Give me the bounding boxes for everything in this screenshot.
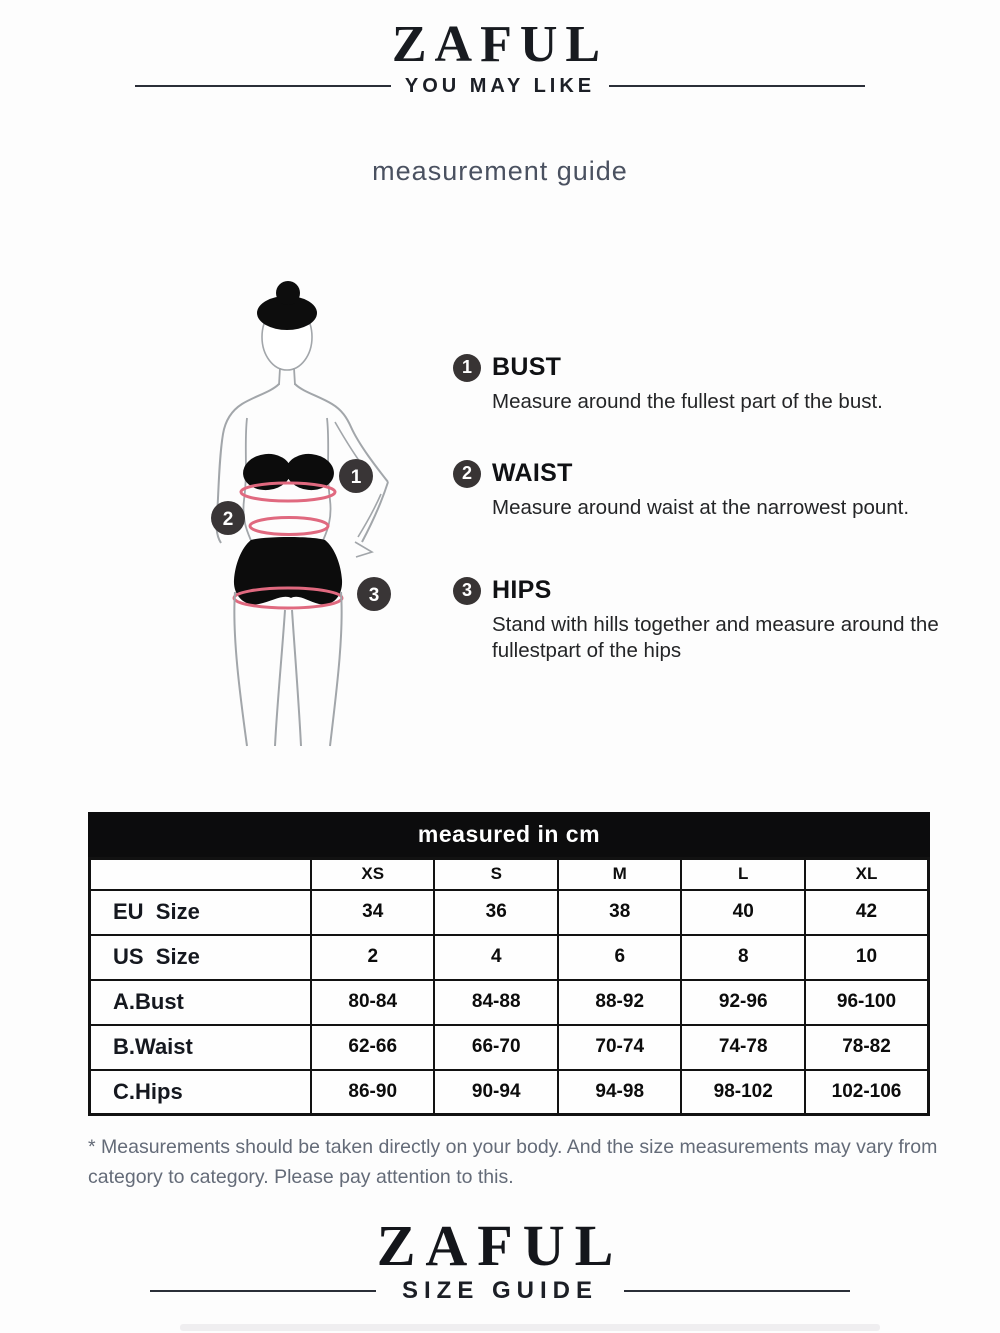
instruction-bust: 1 BUST Measure around the fullest part o… — [453, 353, 963, 415]
figure-hair-bun — [276, 281, 300, 305]
number-badge-1: 1 — [453, 353, 481, 382]
table-cell: 84-88 — [433, 978, 559, 1026]
table-row: B.Waist 62-66 66-70 70-74 74-78 78-82 — [88, 1023, 930, 1071]
column-header: S — [433, 857, 559, 891]
instruction-waist-head: 2 WAIST — [453, 459, 963, 488]
waist-marker: 2 — [211, 501, 245, 535]
size-table-section: measured in cm XS S M L XL EU Size 34 36 38 40 42… — [88, 812, 930, 1116]
corner-cell — [88, 857, 312, 891]
row-label: A.Bust — [88, 978, 312, 1026]
measurement-figure: 1 2 3 — [185, 280, 445, 750]
figure-torso-right — [320, 417, 332, 547]
instruction-bust-title: BUST — [492, 353, 562, 381]
column-header: L — [680, 857, 806, 891]
table-cell: 42 — [803, 888, 930, 936]
column-header: XL — [803, 857, 930, 891]
instruction-waist: 2 WAIST Measure around waist at the narr… — [453, 459, 963, 521]
figure-torso-left — [242, 417, 254, 547]
table-row: C.Hips 86-90 90-94 94-98 98-102 102-106 — [88, 1068, 930, 1116]
instruction-bust-head: 1 BUST — [453, 353, 963, 382]
figure-right-hand — [354, 541, 374, 558]
table-cell: 62-66 — [309, 1023, 436, 1071]
table-row: EU Size 34 36 38 40 42 — [88, 888, 930, 936]
waist-tape-line — [248, 516, 330, 536]
table-cell: 74-78 — [680, 1023, 806, 1071]
row-label: B.Waist — [88, 1023, 312, 1071]
hips-marker: 3 — [357, 577, 391, 611]
footer-tagline: SIZE GUIDE — [401, 1276, 599, 1304]
table-cell: 92-96 — [680, 978, 806, 1026]
brand-tagline: YOU MAY LIKE — [404, 74, 596, 97]
tagline-rule-left — [135, 85, 391, 88]
brand-tagline-row: YOU MAY LIKE — [135, 74, 866, 98]
table-cell: 66-70 — [433, 1023, 559, 1071]
row-label: EU Size — [88, 888, 312, 936]
instruction-waist-description: Measure around waist at the narrowest po… — [492, 496, 910, 519]
table-cell: 102-106 — [803, 1068, 930, 1116]
footer-brand: ZAFUL SIZE GUIDE — [0, 1213, 1000, 1305]
header-brand: ZAFUL YOU MAY LIKE — [0, 16, 1000, 98]
instruction-hips-title: HIPS — [492, 576, 552, 604]
figure-right-arm-upper — [294, 383, 389, 483]
column-header: XS — [309, 857, 436, 891]
size-table-body: EU Size 34 36 38 40 42 US Size 2 4 6 8 10 A.Bust 80-8… — [88, 888, 930, 1116]
table-cell: 70-74 — [556, 1023, 683, 1071]
footer-rule-left — [150, 1289, 376, 1292]
table-cell: 96-100 — [803, 978, 930, 1026]
instruction-hips-head: 3 HIPS — [453, 576, 963, 605]
instruction-waist-title: WAIST — [492, 459, 573, 487]
table-cell: 4 — [433, 933, 559, 981]
size-table-header-row: XS S M L XL — [88, 857, 930, 891]
table-cell: 86-90 — [309, 1068, 436, 1116]
table-cell: 90-94 — [433, 1068, 559, 1116]
table-cell: 2 — [309, 933, 436, 981]
figure-neck — [278, 367, 296, 386]
footer-rule-right — [624, 1289, 850, 1292]
footer-tagline-row: SIZE GUIDE — [150, 1277, 850, 1305]
figure-right-arm-lower — [361, 481, 389, 543]
footnote: * Measurements should be taken directly … — [88, 1136, 938, 1188]
table-cell: 38 — [556, 888, 683, 936]
figure-bikini-top — [243, 453, 334, 491]
hips-marker-number: 3 — [369, 585, 380, 606]
table-cell: 36 — [433, 888, 559, 936]
row-label: C.Hips — [88, 1068, 312, 1116]
figure-bikini-bottom — [233, 537, 343, 605]
table-cell: 8 — [680, 933, 806, 981]
table-cell: 6 — [556, 933, 683, 981]
column-header: M — [556, 857, 683, 891]
table-cell: 10 — [803, 933, 930, 981]
table-cell: 88-92 — [556, 978, 683, 1026]
page-title: measurement guide — [372, 156, 628, 186]
size-table-title: measured in cm — [88, 812, 930, 857]
table-cell: 98-102 — [680, 1068, 806, 1116]
row-label: US Size — [88, 933, 312, 981]
waist-marker-number: 2 — [223, 509, 234, 530]
brand-logo: ZAFUL — [391, 16, 609, 73]
table-cell: 40 — [680, 888, 806, 936]
next-section-edge — [180, 1324, 880, 1331]
table-row: US Size 2 4 6 8 10 — [88, 933, 930, 981]
figure-hair — [257, 296, 317, 330]
bust-marker: 1 — [339, 459, 373, 493]
size-table: XS S M L XL EU Size 34 36 38 40 42 US Size 2 4 6 8 10 A.… — [88, 857, 930, 1116]
table-cell: 94-98 — [556, 1068, 683, 1116]
footer-logo: ZAFUL — [376, 1213, 624, 1278]
instruction-hips: 3 HIPS Stand with hills together and mea… — [453, 576, 963, 664]
instruction-bust-description: Measure around the fullest part of the b… — [492, 390, 883, 413]
number-badge-2: 2 — [453, 459, 481, 488]
instruction-hips-description: Stand with hills together and measure ar… — [492, 613, 939, 662]
bust-marker-number: 1 — [351, 467, 362, 488]
number-badge-3: 3 — [453, 576, 481, 605]
tagline-rule-right — [609, 85, 866, 88]
figure-legs — [233, 591, 343, 747]
table-cell: 34 — [309, 888, 436, 936]
body-diagram: 1 2 3 — [211, 281, 391, 747]
table-cell: 80-84 — [309, 978, 436, 1026]
table-row: A.Bust 80-84 84-88 88-92 92-96 96-100 — [88, 978, 930, 1026]
bust-tape-line — [239, 481, 337, 503]
table-cell: 78-82 — [803, 1023, 930, 1071]
